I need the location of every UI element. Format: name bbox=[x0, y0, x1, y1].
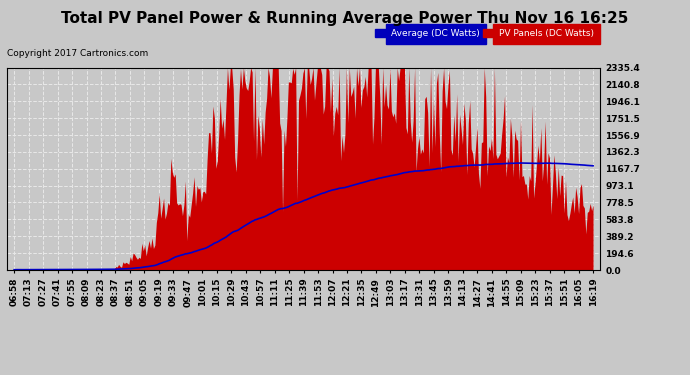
Legend: Average (DC Watts), PV Panels (DC Watts): Average (DC Watts), PV Panels (DC Watts) bbox=[373, 27, 595, 40]
Text: Total PV Panel Power & Running Average Power Thu Nov 16 16:25: Total PV Panel Power & Running Average P… bbox=[61, 11, 629, 26]
Text: Copyright 2017 Cartronics.com: Copyright 2017 Cartronics.com bbox=[7, 49, 148, 58]
